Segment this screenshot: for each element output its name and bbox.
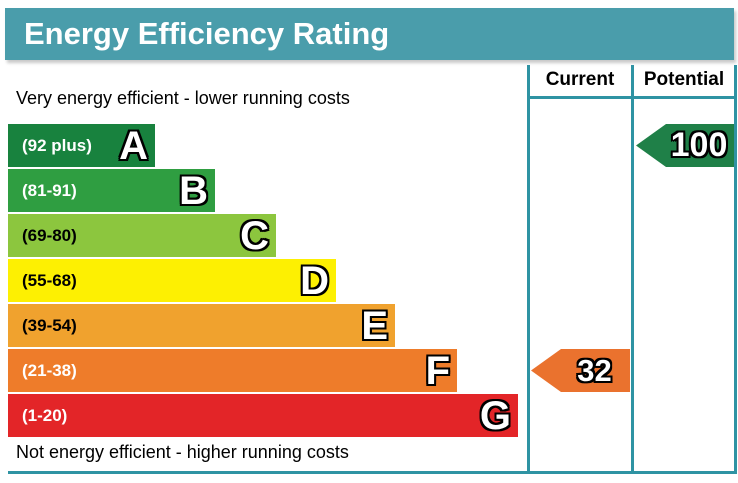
bottom-caption: Not energy efficient - higher running co… (16, 442, 349, 462)
table-divider-left (527, 65, 530, 474)
band-letter: D (300, 258, 329, 303)
band-range-label: (69-80) (22, 225, 77, 245)
band-range-label: (39-54) (22, 315, 77, 335)
band-b: (81-91) B (8, 169, 215, 212)
band-range-label: (21-38) (22, 360, 77, 380)
band-range-label: (55-68) (22, 270, 77, 290)
current-rating-arrow: 32 (531, 349, 630, 392)
potential-column-header: Potential (643, 69, 725, 90)
band-letter: A (119, 123, 148, 168)
band-range-label: (92 plus) (22, 135, 92, 155)
table-border-right (734, 65, 737, 474)
band-letter: G (479, 393, 511, 438)
band-letter: B (179, 168, 208, 213)
table-divider-middle (631, 65, 634, 474)
band-range-label: (1-20) (22, 405, 68, 425)
current-rating-value: 32 (577, 352, 612, 388)
band-e: (39-54) E (8, 304, 395, 347)
potential-rating-value: 100 (670, 126, 728, 164)
band-c: (69-80) C (8, 214, 276, 257)
potential-rating-arrow: 100 (636, 124, 734, 167)
band-letter: E (361, 303, 388, 348)
top-caption: Very energy efficient - lower running co… (16, 88, 350, 108)
band-g: (1-20) G (8, 394, 518, 437)
current-column-header: Current (545, 69, 615, 90)
band-f: (21-38) F (8, 349, 457, 392)
page-title: Energy Efficiency Rating (5, 8, 734, 60)
chart-bottom-border (8, 471, 737, 474)
band-letter: F (425, 348, 450, 393)
table-header-underline (527, 96, 737, 99)
band-letter: C (240, 213, 269, 258)
band-range-label: (81-91) (22, 180, 77, 200)
band-a: (92 plus) A (8, 124, 155, 167)
band-d: (55-68) D (8, 259, 336, 302)
